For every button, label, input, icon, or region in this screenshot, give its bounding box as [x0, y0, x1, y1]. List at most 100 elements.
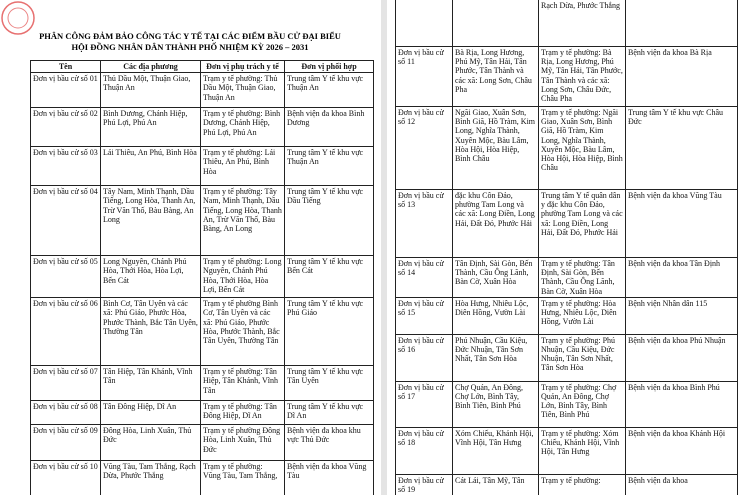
table-cell: Bà Rịa, Long Hương, Phú Mỹ, Tân Hải, Tân…: [452, 46, 539, 107]
table-cell: Trạm y tế phường: Phú Nhuận, Cầu Kiệu, Đ…: [538, 333, 626, 382]
table-cell: Bệnh viện đa khoa Bình Dương: [284, 107, 374, 148]
table-cell: Trạm y tế phường: Hòa Hưng, Nhiêu Lộc, D…: [538, 296, 626, 335]
column-header: Các địa phương: [100, 59, 201, 74]
table-row: Đơn vị bầu cử số 15 Hòa Hưng, Nhiêu Lộc, …: [395, 296, 738, 335]
table-cell: Trạm y tế phường: Tân Đông Hiệp, Dĩ An: [200, 400, 285, 426]
left-page: PHÂN CÔNG ĐẢM BẢO CÔNG TÁC Y TẾ TẠI CÁC …: [0, 0, 381, 495]
table-cell: Bình Dương, Chánh Hiệp, Phú Lợi, Phú An: [100, 107, 201, 148]
table-cell: [452, 0, 539, 47]
table-cell: Trạm y tế phường:: [538, 473, 626, 495]
table-cell: Đơn vị bầu cử số 15: [395, 296, 453, 335]
table-row: Đơn vị bầu cử số 13 đặc khu Côn Đảo, phườ…: [395, 189, 738, 258]
table-cell: Rạch Dừa, Phước Thắng: [538, 0, 626, 47]
table-cell: Đơn vị bầu cử số 14: [395, 257, 453, 298]
table-cell: Lái Thiêu, An Phú, Bình Hòa: [100, 146, 201, 187]
table-cell: Trạm y tế phường: Xóm Chiếu, Khánh Hội, …: [538, 426, 626, 475]
table-cell: Đơn vị bầu cử số 19: [395, 473, 453, 495]
table-cell: Đơn vị bầu cử số 03: [30, 146, 101, 187]
table-cell: Bệnh viện đa khoa Tân Định: [625, 257, 738, 298]
table-cell: Đơn vị bầu cử số 10: [30, 460, 101, 495]
table-cell: Đơn vị bầu cử số 06: [30, 297, 101, 367]
table-cell: Trạm y tế phường: Long Nguyên, Chánh Phú…: [200, 255, 285, 299]
table-cell: Bệnh viện đa khoa Bình Phú: [625, 380, 738, 428]
table-row: Đơn vị bầu cử số 08 Tân Đông Hiệp, Dĩ An T…: [30, 400, 374, 426]
table-cell: Đông Hòa, Linh Xuân, Thủ Đức: [100, 424, 201, 462]
table-row: Đơn vị bầu cử số 11 Bà Rịa, Long Hương, P…: [395, 46, 738, 107]
doc-subtitle: HỘI ĐỒNG NHÂN DÂN THÀNH PHỐ NHIỆM KỲ 202…: [71, 42, 309, 52]
table-cell: Trạm y tế phường: Bà Rịa, Long Hương, Ph…: [538, 46, 626, 107]
table-cell: Đơn vị bầu cử số 18: [395, 426, 453, 475]
table-cell: Bình Cơ, Tân Uyên và các xã: Phú Giáo, P…: [100, 297, 201, 367]
table-row: Đơn vị bầu cử số 07 Tân Hiệp, Tân Khánh, …: [30, 365, 374, 402]
table-cell: Đơn vị bầu cử số 09: [30, 424, 101, 462]
table-cell: Trạm y tế phường: Tây Nam, Minh Thạnh, D…: [200, 185, 285, 257]
column-header: Tên: [30, 59, 101, 74]
table-row: Đơn vị bầu cử số 10 Vũng Tàu, Tam Thắng, …: [30, 460, 374, 495]
table-cell: Trạm y tế phường: Tân Hiệp, Tân Khánh, V…: [200, 365, 285, 402]
table-cell: Trung tâm Y tế khu vực Châu Đức: [625, 106, 738, 190]
table-row: Đơn vị bầu cử số 01 Thủ Dầu Một, Thuận Gi…: [30, 72, 374, 109]
table-cell: Bệnh viện đa khoa Vũng Tàu: [625, 189, 738, 258]
table-cell: đặc khu Côn Đảo, phường Tam Long và các …: [452, 189, 539, 258]
table-cell: Đơn vị bầu cử số 08: [30, 400, 101, 426]
table-row: Đơn vị bầu cử số 04 Tây Nam, Minh Thạnh, …: [30, 185, 374, 257]
table-cell: Bệnh viện đa khoa Vũng Tàu: [284, 460, 374, 495]
table-row: Đơn vị bầu cử số 16 Phú Nhuận, Cầu Kiệu, …: [395, 333, 738, 382]
assignment-table: Rạch Dừa, Phước Thắng Đơn vị bầu cử số 11…: [395, 0, 738, 495]
table-cell: Ngãi Giao, Xuân Sơn, Bình Giã, Hồ Tràm, …: [452, 106, 539, 190]
table-cell: [625, 0, 738, 47]
table-cell: Trạm y tế phường: Vũng Tàu, Tam Thắng,: [200, 460, 285, 495]
table-cell: Trung tâm Y tế khu vực Phú Giáo: [284, 297, 374, 367]
table-cell: Trung tâm Y tế khu vực Tân Uyên: [284, 365, 374, 402]
table-cell: Tây Nam, Minh Thạnh, Dầu Tiếng, Long Hòa…: [100, 185, 201, 257]
table-row: Đơn vị bầu cử số 17 Chợ Quán, An Đông, Ch…: [395, 380, 738, 428]
table-cell: Trung tâm Y tế khu vực Bến Cát: [284, 255, 374, 299]
table-cell: Trạm y tế phường: Tân Định, Sài Gòn, Bến…: [538, 257, 626, 298]
table-cell: [395, 0, 453, 47]
right-page: Rạch Dừa, Phước Thắng Đơn vị bầu cử số 11…: [387, 0, 750, 495]
table-cell: Đơn vị bầu cử số 02: [30, 107, 101, 148]
table-cell: Bệnh viện đa khoa Khánh Hội: [625, 426, 738, 475]
table-cell: Đơn vị bầu cử số 05: [30, 255, 101, 299]
doc-title: PHÂN CÔNG ĐẢM BẢO CÔNG TÁC Y TẾ TẠI CÁC …: [39, 31, 341, 41]
table-cell: Bệnh viện đa khoa Bà Rịa: [625, 46, 738, 107]
table-cell: Trung tâm Y tế khu vực Thuận An: [284, 72, 374, 109]
table-row: Đơn vị bầu cử số 18 Xóm Chiếu, Khánh Hội,…: [395, 426, 738, 475]
table-cell: Tân Định, Sài Gòn, Bến Thành, Cầu Ông Lã…: [452, 257, 539, 298]
header-row: Tên Các địa phương Đơn vị phụ trách y tế Đơ…: [30, 59, 374, 74]
table-cell: Trạm y tế phường Bình Cơ, Tân Uyên và cá…: [200, 297, 285, 367]
table-cell: Đơn vị bầu cử số 04: [30, 185, 101, 257]
table-row: Đơn vị bầu cử số 19 Cát Lái, Tân Mỹ, Tân T…: [395, 473, 738, 495]
table-cell: Bệnh viện đa khoa khu vực Thủ Đức: [284, 424, 374, 462]
table-cell: Trạm y tế phường: Lái Thiêu, An Phú, Bìn…: [200, 146, 285, 187]
table-cell: Chợ Quán, An Đông, Chợ Lớn, Bình Tây, Bì…: [452, 380, 539, 428]
column-header: Đơn vị phối hợp: [284, 59, 374, 74]
table-row: Đơn vị bầu cử số 03 Lái Thiêu, An Phú, Bì…: [30, 146, 374, 187]
table-cell: Đơn vị bầu cử số 17: [395, 380, 453, 428]
table-cell: Trạm y tế phường: Thủ Dầu Một, Thuận Gia…: [200, 72, 285, 109]
table-cell: Trạm y tế phường: Ngãi Giao, Xuân Sơn, B…: [538, 106, 626, 190]
table-cell: Phú Nhuận, Cầu Kiệu, Đức Nhuận, Tân Sơn …: [452, 333, 539, 382]
table-cell: Thủ Dầu Một, Thuận Giao, Thuận An: [100, 72, 201, 109]
table-row: Đơn vị bầu cử số 09 Đông Hòa, Linh Xuân, …: [30, 424, 374, 462]
table-cell: Vũng Tàu, Tam Thắng, Rạch Dừa, Phước Thắ…: [100, 460, 201, 495]
stamp: [1, 1, 35, 35]
assignment-table: Tên Các địa phương Đơn vị phụ trách y tế Đơ…: [30, 59, 374, 495]
table-cell: Bệnh viện đa khoa: [625, 473, 738, 495]
table-cell: Long Nguyên, Chánh Phú Hòa, Thới Hòa, Hò…: [100, 255, 201, 299]
table-row: Đơn vị bầu cử số 14 Tân Định, Sài Gòn, Bế…: [395, 257, 738, 298]
table-cell: Trung tâm Y tế khu vực Thuận An: [284, 146, 374, 187]
table-row: Đơn vị bầu cử số 05 Long Nguyên, Chánh Ph…: [30, 255, 374, 299]
table-cell: Bệnh viện đa khoa Phú Nhuận: [625, 333, 738, 382]
table-cell: Đơn vị bầu cử số 11: [395, 46, 453, 107]
table-cell: Trạm y tế phường Đông Hòa, Linh Xuân, Th…: [200, 424, 285, 462]
table-cell: Trạm y tế phường: Bình Dương, Chánh Hiệp…: [200, 107, 285, 148]
table-cell: Trung tâm Y tế khu vực Dầu Tiếng: [284, 185, 374, 257]
table-cell: Đơn vị bầu cử số 16: [395, 333, 453, 382]
table-cell: Đơn vị bầu cử số 07: [30, 365, 101, 402]
table-row: Đơn vị bầu cử số 02 Bình Dương, Chánh Hiệ…: [30, 107, 374, 148]
table-cell: Đơn vị bầu cử số 01: [30, 72, 101, 109]
table-cell: Trung tâm Y tế khu vực Dĩ An: [284, 400, 374, 426]
table-cell: Đơn vị bầu cử số 12: [395, 106, 453, 190]
